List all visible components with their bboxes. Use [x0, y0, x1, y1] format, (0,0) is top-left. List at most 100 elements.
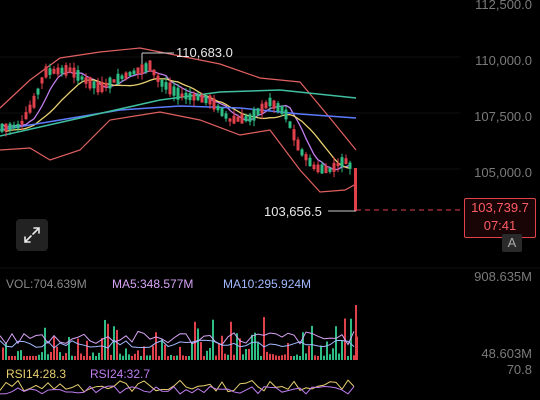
- expand-arrows-icon: [24, 227, 40, 243]
- volume-bar: [335, 326, 337, 360]
- volume-bar: [233, 354, 235, 360]
- volume-bar: [143, 346, 145, 360]
- volume-bar: [164, 344, 166, 360]
- volume-min-tick: 48.603M: [481, 346, 532, 361]
- boll-lower: [0, 111, 357, 193]
- candle-body: [136, 67, 140, 75]
- candle-body: [244, 115, 248, 122]
- volume-bar: [71, 355, 73, 360]
- volume-bar: [299, 355, 301, 360]
- volume-bar: [257, 343, 259, 360]
- candle-body: [284, 109, 288, 120]
- volume-bar: [353, 355, 355, 360]
- candle-body: [128, 71, 132, 77]
- expand-button[interactable]: [16, 219, 48, 251]
- volume-ma5-line: [0, 330, 355, 346]
- candle-body: [216, 105, 220, 111]
- volume-bar: [107, 323, 109, 360]
- volume-bar: [35, 355, 37, 360]
- candle-body: [200, 94, 204, 103]
- volume-bar: [131, 355, 133, 360]
- volume-bar: [215, 355, 217, 360]
- auto-scale-button[interactable]: A: [502, 234, 522, 252]
- volume-bar: [29, 355, 31, 360]
- candle-body: [172, 86, 176, 96]
- volume-bar: [209, 348, 211, 360]
- volume-bar: [347, 355, 349, 360]
- candle-body: [140, 64, 144, 75]
- volume-max-tick: 908.635M: [474, 269, 532, 284]
- volume-bar: [41, 352, 43, 360]
- volume-bar: [296, 354, 298, 360]
- candle-body: [272, 100, 276, 109]
- volume-bar: [86, 340, 88, 360]
- volume-bar: [116, 329, 118, 360]
- volume-bar: [230, 321, 232, 360]
- volume-bar: [242, 354, 244, 360]
- candle-body: [76, 69, 80, 81]
- volume-bar: [221, 335, 223, 360]
- volume-bar: [146, 355, 148, 360]
- volume-bar: [47, 354, 49, 360]
- volume-bar: [185, 355, 187, 360]
- volume-bar: [236, 333, 238, 360]
- candle-body: [0, 123, 4, 132]
- candle-body: [256, 108, 260, 115]
- volume-bar: [23, 355, 25, 360]
- volume-bar: [254, 332, 256, 360]
- candle-body: [232, 115, 236, 124]
- candle-body: [260, 103, 264, 114]
- candlestick-series[interactable]: [0, 60, 358, 211]
- volume-bar: [182, 355, 184, 360]
- candle-body: [276, 103, 280, 112]
- rsi24-label: RSI24:32.7: [90, 367, 151, 381]
- volume-bar: [338, 353, 340, 360]
- candle-body: [312, 164, 316, 170]
- candle-body: [64, 65, 68, 76]
- candle-body: [176, 87, 180, 100]
- volume-bar: [263, 317, 265, 360]
- volume-bar: [74, 355, 76, 360]
- candle-body: [20, 120, 24, 125]
- candle-body: [152, 69, 156, 76]
- candle-body: [196, 95, 200, 101]
- candle-body: [348, 162, 352, 169]
- candle-body: [12, 124, 16, 129]
- volume-bar: [14, 355, 16, 360]
- volume-bar: [326, 341, 328, 360]
- volume-bar: [11, 355, 13, 360]
- candle-body: [336, 163, 340, 167]
- volume-bar: [134, 353, 136, 360]
- candle-body: [44, 66, 48, 78]
- volume-bar: [77, 338, 79, 360]
- volume-bar: [95, 355, 97, 360]
- volume-bar: [245, 349, 247, 360]
- price-tick-1: 112,500.0: [475, 0, 532, 12]
- volume-bar: [161, 339, 163, 360]
- current-price-box[interactable]: 103,739.7 07:41: [464, 198, 536, 238]
- rsi14-line: [0, 379, 355, 393]
- candle-body: [148, 60, 152, 72]
- candle-body: [168, 82, 172, 95]
- candle-body: [288, 121, 292, 128]
- candle-body: [28, 104, 32, 113]
- candle-body: [252, 109, 256, 121]
- candle-body: [324, 165, 328, 174]
- volume-bar: [269, 353, 271, 360]
- volume-bar: [227, 354, 229, 360]
- volume-bar: [65, 353, 67, 360]
- volume-bar: [248, 348, 250, 360]
- candle-body: [144, 63, 148, 72]
- volume-bar: [317, 355, 319, 360]
- volume-bar: [137, 350, 139, 360]
- rsi14-label: RSI14:28.3: [6, 367, 67, 381]
- volume-ma-lines: [0, 330, 355, 349]
- high-price-label: 110,683.0: [176, 45, 233, 60]
- ma-line-long: [0, 105, 357, 131]
- volume-bar: [26, 355, 28, 360]
- candle-body: [296, 139, 300, 151]
- candle-body: [108, 77, 112, 89]
- volume-bar: [98, 352, 100, 360]
- candle-body: [100, 81, 104, 93]
